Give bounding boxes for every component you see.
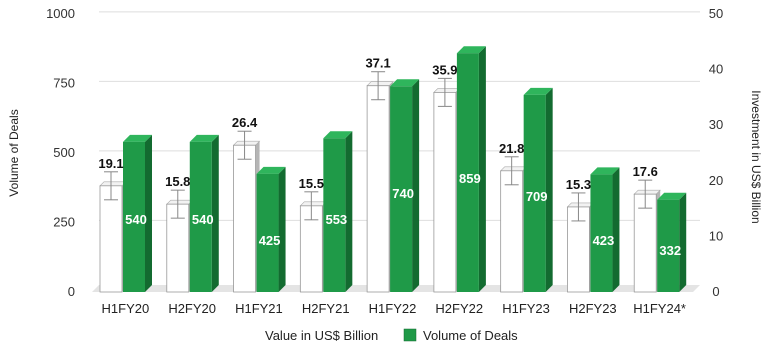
y2-tick-label: 50 bbox=[709, 6, 723, 21]
x-tick-label: H1FY21 bbox=[235, 301, 283, 316]
volume-data-label: 540 bbox=[125, 212, 147, 227]
value-data-label: 37.1 bbox=[365, 56, 390, 71]
x-tick-label: H1FY20 bbox=[102, 301, 150, 316]
volume-bar-top bbox=[390, 79, 420, 87]
value-bar bbox=[99, 185, 123, 293]
y2-tick-label: 10 bbox=[709, 228, 723, 243]
value-data-label: 26.4 bbox=[232, 115, 258, 130]
volume-bar bbox=[590, 174, 613, 292]
volume-data-label: 332 bbox=[659, 243, 681, 258]
volume-data-label: 859 bbox=[459, 171, 481, 186]
y2-tick-label: 30 bbox=[709, 117, 723, 132]
volume-data-label: 553 bbox=[325, 212, 347, 227]
volume-data-label: 423 bbox=[593, 233, 615, 248]
y-tick-label: 1000 bbox=[46, 6, 75, 21]
value-bar-top bbox=[633, 189, 661, 195]
value-bar-top bbox=[366, 81, 394, 87]
data-labels: 19.1 540 15.8 540 26.4 425 15.5 553 37.1 740 35.9 8… bbox=[98, 56, 681, 258]
value-data-label: 15.3 bbox=[566, 177, 591, 192]
volume-bar-side bbox=[345, 131, 353, 292]
value-bar bbox=[366, 85, 390, 293]
volume-bar bbox=[523, 94, 546, 292]
volume-bar-top bbox=[523, 87, 553, 95]
value-bar-top bbox=[566, 202, 595, 208]
y-tick-label: 750 bbox=[53, 76, 75, 91]
value-bar bbox=[500, 170, 524, 293]
value-data-label: 35.9 bbox=[432, 62, 457, 77]
volume-bar bbox=[323, 138, 346, 292]
volume-bar-top bbox=[323, 131, 353, 139]
y-axis-label: Volume of Deals bbox=[7, 109, 21, 196]
value-data-label: 15.5 bbox=[299, 176, 324, 191]
x-tick-label: H1FY22 bbox=[369, 301, 417, 316]
x-tick-label: H2FY23 bbox=[569, 301, 617, 316]
volume-bar-side bbox=[278, 166, 286, 292]
value-bar-top bbox=[232, 140, 261, 146]
value-bar-top bbox=[299, 201, 328, 207]
value-bar-top bbox=[433, 88, 461, 93]
y2-axis-label: Investment in US$ Billion bbox=[749, 90, 763, 223]
y-tick-label: 500 bbox=[53, 145, 75, 160]
value-data-label: 19.1 bbox=[98, 156, 123, 171]
volume-data-label: 740 bbox=[392, 186, 414, 201]
x-tick-label: H2FY22 bbox=[435, 301, 483, 316]
y2-tick-label: 40 bbox=[709, 62, 723, 77]
value-bar bbox=[233, 144, 256, 293]
value-data-label: 21.8 bbox=[499, 141, 524, 156]
x-tick-label: H1FY23 bbox=[502, 301, 550, 316]
volume-data-label: 709 bbox=[526, 189, 548, 204]
x-tick-label: H2FY21 bbox=[302, 301, 350, 316]
volume-bar-top bbox=[189, 134, 219, 142]
bars bbox=[99, 46, 687, 293]
volume-bar bbox=[657, 199, 680, 292]
volume-bar-side bbox=[478, 46, 486, 293]
value-bar bbox=[433, 91, 457, 293]
volume-bar bbox=[390, 86, 413, 292]
value-bar bbox=[633, 193, 657, 293]
x-tick-label: H2FY20 bbox=[168, 301, 216, 316]
y2-tick-label: 0 bbox=[712, 284, 719, 299]
volume-bar bbox=[123, 141, 145, 292]
x-tick-label: H1FY24* bbox=[633, 301, 686, 316]
volume-bar-top bbox=[256, 166, 286, 174]
value-data-label: 15.8 bbox=[165, 174, 190, 189]
value-bar-top bbox=[99, 181, 127, 187]
volume-bar-side bbox=[612, 167, 620, 292]
volume-bar bbox=[189, 141, 212, 292]
y2-tick-label: 20 bbox=[709, 173, 723, 188]
volume-bar-top bbox=[123, 134, 152, 142]
volume-bar bbox=[256, 173, 279, 292]
volume-bar-side bbox=[679, 192, 687, 292]
legend: Value in US$ Billion Volume of Deals bbox=[265, 328, 518, 343]
legend-label-value: Value in US$ Billion bbox=[265, 328, 378, 343]
value-data-label: 17.6 bbox=[633, 164, 658, 179]
legend-swatch-volume bbox=[403, 328, 417, 342]
volume-data-label: 425 bbox=[259, 233, 281, 248]
y-tick-label: 250 bbox=[53, 215, 75, 230]
legend-label-volume: Volume of Deals bbox=[423, 328, 518, 343]
volume-bar-side bbox=[412, 79, 420, 292]
y-tick-label: 0 bbox=[68, 284, 75, 299]
volume-bar-top bbox=[590, 167, 620, 175]
axes: 0 250 500 750 1000 0 10 20 30 40 50 H1FY20 H2FY20 H1F… bbox=[46, 6, 723, 316]
volume-bar-top bbox=[657, 192, 687, 200]
volume-bar bbox=[456, 53, 479, 293]
volume-bar-side bbox=[545, 87, 553, 292]
value-bar-top bbox=[166, 199, 194, 205]
volume-bar-top bbox=[456, 46, 486, 54]
volume-data-label: 540 bbox=[192, 212, 214, 227]
volume-bar-side bbox=[145, 134, 152, 292]
value-bar-top bbox=[499, 166, 528, 172]
volume-bar-side bbox=[211, 134, 219, 292]
